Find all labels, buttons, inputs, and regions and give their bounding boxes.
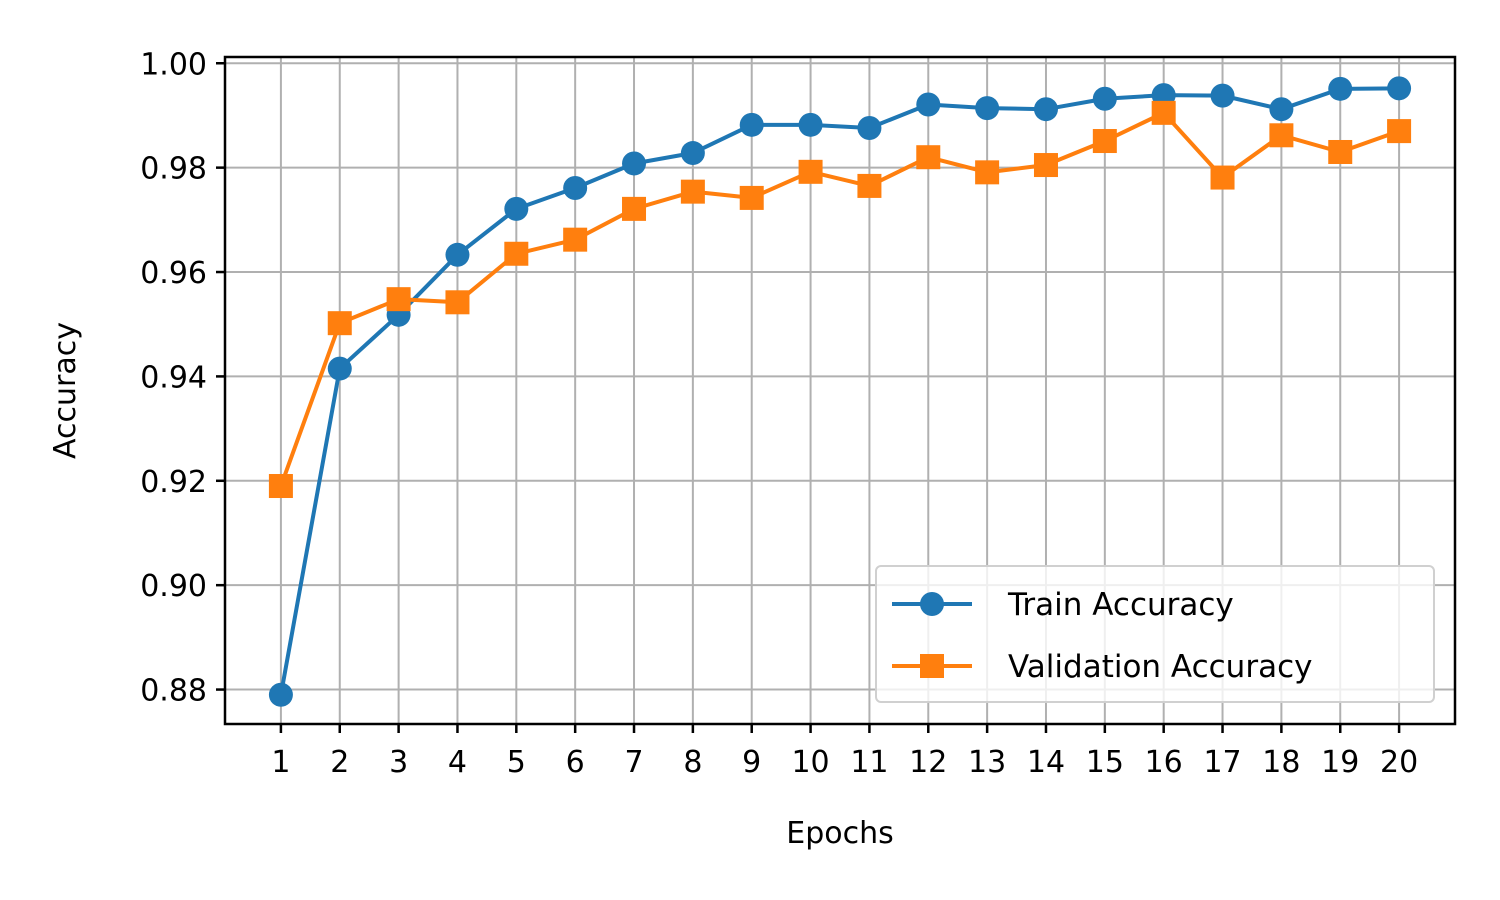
- train-point: [857, 115, 882, 140]
- x-tick-label: 14: [1027, 745, 1065, 780]
- validation-point: [1092, 129, 1117, 154]
- train-point: [1387, 76, 1412, 101]
- legend-label: Validation Accuracy: [1008, 649, 1312, 685]
- y-tick-label: 0.96: [140, 256, 207, 291]
- train-point: [975, 96, 1000, 121]
- legend-square-marker: [920, 654, 944, 678]
- x-tick-label: 6: [566, 745, 585, 780]
- validation-point: [1269, 123, 1294, 148]
- x-tick-label: 19: [1321, 745, 1359, 780]
- y-tick-label: 0.88: [140, 674, 207, 709]
- train-point: [622, 151, 647, 176]
- validation-point: [1210, 165, 1235, 190]
- validation-point: [975, 160, 1000, 185]
- validation-point: [386, 287, 411, 312]
- validation-point: [622, 196, 647, 221]
- x-tick-label: 7: [624, 745, 643, 780]
- validation-point: [1151, 100, 1176, 125]
- x-axis-ticks: 1 2 3 4 5 6 7 8 9 10 11 12 13 14 15 16 17 18 19 20: [271, 724, 1418, 780]
- y-axis-ticks: 0.88 0.90 0.92 0.94 0.96 0.98 1.00: [140, 47, 225, 709]
- validation-point: [563, 227, 588, 252]
- y-axis-title: Accuracy: [48, 322, 83, 459]
- validation-point: [1033, 153, 1058, 178]
- series-markers: [268, 76, 1412, 707]
- validation-point: [857, 173, 882, 198]
- legend-box: [875, 565, 1435, 703]
- validation-point: [445, 290, 470, 315]
- train-point: [798, 112, 823, 137]
- x-tick-label: 9: [742, 745, 761, 780]
- train-point: [1092, 86, 1117, 111]
- y-tick-label: 0.90: [140, 569, 207, 604]
- x-tick-label: 12: [909, 745, 947, 780]
- train-point: [268, 682, 293, 707]
- y-tick-label: 1.00: [140, 47, 207, 82]
- validation-point: [327, 311, 352, 336]
- validation-point: [798, 159, 823, 184]
- x-tick-label: 1: [271, 745, 290, 780]
- train-point: [445, 242, 470, 267]
- train-point: [680, 141, 705, 166]
- y-tick-label: 0.92: [140, 465, 207, 500]
- validation-point: [916, 145, 941, 170]
- legend-circle-marker: [920, 592, 944, 616]
- x-tick-label: 16: [1145, 745, 1183, 780]
- x-tick-label: 3: [389, 745, 408, 780]
- x-tick-label: 20: [1380, 745, 1418, 780]
- legend-items: Train Accuracy Validation Accuracy: [892, 587, 1312, 685]
- x-axis-title: Epochs: [786, 816, 894, 851]
- train-point: [739, 112, 764, 137]
- y-tick-label: 0.98: [140, 152, 207, 187]
- train-point: [504, 196, 529, 221]
- x-tick-label: 11: [850, 745, 888, 780]
- legend: Train Accuracy Validation Accuracy: [875, 565, 1435, 703]
- validation-point: [268, 474, 293, 499]
- train-point: [1033, 97, 1058, 122]
- y-tick-label: 0.94: [140, 360, 207, 395]
- legend-label: Train Accuracy: [1007, 587, 1234, 623]
- train-point: [1269, 97, 1294, 122]
- train-point: [1210, 83, 1235, 108]
- x-tick-label: 17: [1203, 745, 1241, 780]
- train-point: [916, 92, 941, 117]
- validation-point: [1387, 119, 1412, 144]
- x-tick-label: 5: [507, 745, 526, 780]
- validation-point: [739, 185, 764, 210]
- plot-frame: [223, 55, 1457, 726]
- train-point: [1328, 76, 1353, 101]
- x-tick-label: 2: [330, 745, 349, 780]
- x-tick-label: 4: [448, 745, 467, 780]
- x-tick-label: 18: [1262, 745, 1300, 780]
- train-point: [327, 356, 352, 381]
- x-tick-label: 15: [1086, 745, 1124, 780]
- x-tick-label: 13: [968, 745, 1006, 780]
- train-point: [563, 175, 588, 200]
- validation-point: [504, 241, 529, 266]
- validation-point: [1328, 139, 1353, 164]
- x-tick-label: 10: [791, 745, 829, 780]
- validation-point: [680, 179, 705, 204]
- x-tick-label: 8: [683, 745, 702, 780]
